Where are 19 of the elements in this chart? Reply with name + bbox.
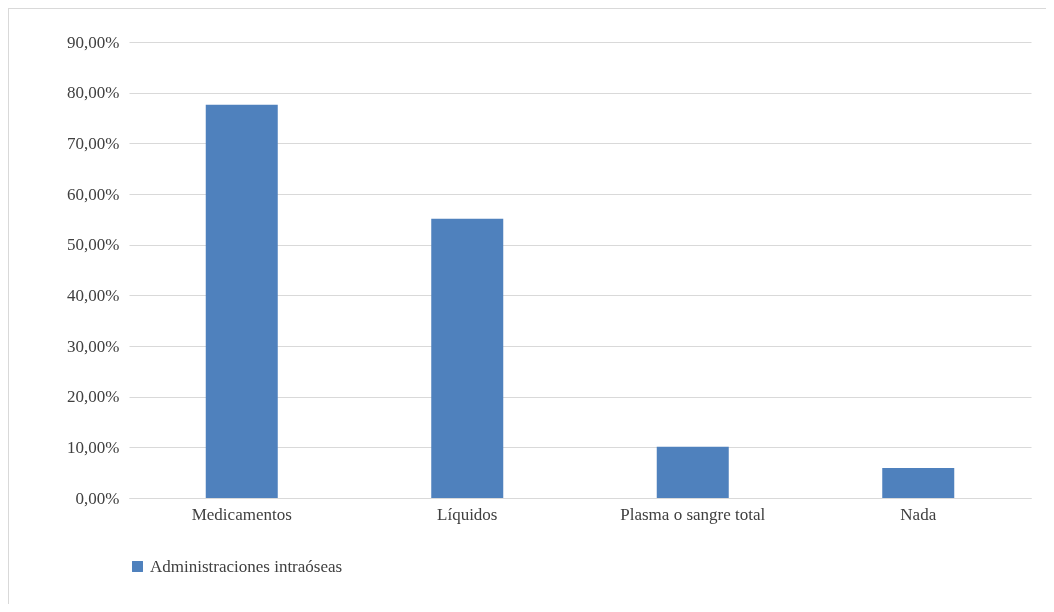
bar — [431, 218, 504, 498]
x-tick-label: Líquidos — [437, 504, 498, 524]
y-tick-label: 90,00% — [67, 32, 120, 52]
x-tick-label: Plasma o sangre total — [620, 504, 766, 524]
bar — [205, 104, 278, 498]
y-tick-label: 70,00% — [67, 133, 120, 153]
y-tick-label: 0,00% — [75, 488, 120, 508]
y-tick-label: 80,00% — [67, 83, 120, 103]
y-tick-label: 40,00% — [67, 285, 120, 305]
y-tick-label: 50,00% — [67, 235, 120, 255]
y-tick-label: 30,00% — [67, 336, 120, 356]
x-tick-label: Nada — [900, 504, 937, 524]
y-tick-label: 10,00% — [67, 437, 120, 457]
y-tick-label: 20,00% — [67, 387, 120, 407]
bar — [656, 446, 729, 498]
y-tick-label: 60,00% — [67, 184, 120, 204]
legend-label: Administraciones intraóseas — [150, 556, 343, 576]
x-tick-label: Medicamentos — [191, 504, 292, 524]
bar — [882, 468, 955, 498]
